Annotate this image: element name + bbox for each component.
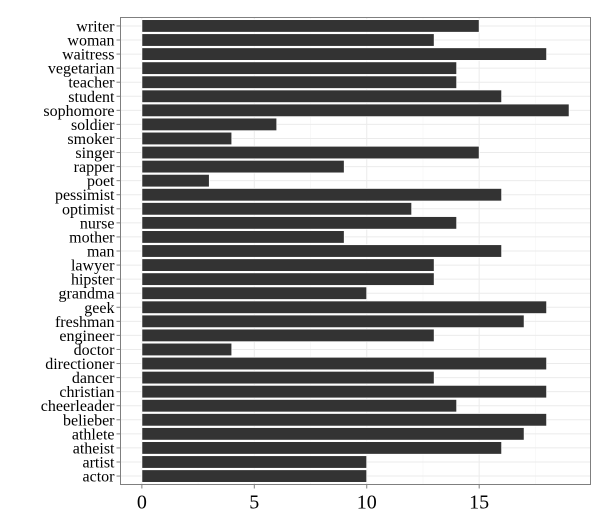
x-tick-label: 0	[137, 492, 147, 514]
y-tick-label: mother	[69, 229, 115, 246]
bar-cheerleader	[141, 398, 458, 413]
y-tick-label: actor	[83, 469, 116, 486]
bar-athlete	[141, 427, 525, 441]
y-tick-label: optimist	[62, 201, 115, 218]
y-tick-label: grandma	[59, 286, 115, 303]
bar-pessimist	[141, 188, 503, 202]
x-tick-label: 5	[249, 492, 259, 514]
y-tick-label: doctor	[74, 342, 116, 359]
bar-soldier	[141, 117, 278, 132]
y-tick-label: pessimist	[55, 187, 115, 204]
y-tick-label: christian	[59, 384, 114, 401]
y-tick-label: teacher	[68, 75, 115, 92]
bar-mother	[141, 230, 345, 244]
bar-artist	[141, 455, 368, 469]
bar-teacher	[141, 75, 458, 89]
bar-actor	[141, 469, 368, 483]
bar-grandma	[141, 286, 368, 300]
y-tick-label: rapper	[74, 159, 116, 176]
bar-sophomore	[141, 103, 570, 118]
y-tick-label: student	[68, 89, 115, 106]
y-tick-label: nurse	[80, 215, 115, 232]
bar-poet	[141, 173, 210, 188]
bar-dancer	[141, 370, 435, 385]
y-tick-label: singer	[75, 145, 115, 162]
bar-atheist	[141, 441, 503, 455]
bar-writer	[141, 19, 480, 33]
bar-doctor	[141, 342, 233, 357]
bar-woman	[141, 33, 435, 47]
bar-student	[141, 89, 503, 104]
bar-lawyer	[141, 258, 435, 272]
bar-christian	[141, 384, 548, 399]
bar-directioner	[141, 356, 548, 371]
bar-geek	[141, 300, 548, 314]
y-tick-label: engineer	[59, 328, 115, 345]
y-tick-label: writer	[76, 18, 115, 35]
bar-freshman	[141, 314, 525, 329]
y-tick-label: artist	[83, 454, 116, 471]
bar-smoker	[141, 131, 233, 146]
y-tick-label: waitress	[62, 47, 114, 64]
y-tick-label: soldier	[71, 117, 115, 134]
y-tick-label: poet	[87, 173, 115, 190]
y-tick-label: smoker	[67, 131, 115, 148]
bars	[141, 19, 570, 483]
bar-vegetarian	[141, 61, 458, 75]
bar-singer	[141, 145, 480, 160]
y-tick-label: vegetarian	[48, 61, 115, 78]
y-tick-label: cheerleader	[41, 398, 115, 415]
bar-optimist	[141, 202, 413, 216]
y-tick-label: belieber	[63, 412, 115, 429]
y-tick-label: freshman	[55, 314, 115, 331]
y-tick-label: dancer	[72, 370, 115, 387]
x-tick-label: 10	[357, 492, 377, 514]
bar-belieber	[141, 413, 548, 427]
x-tick-label: 15	[469, 492, 489, 514]
bar-rapper	[141, 159, 345, 174]
bar-engineer	[141, 328, 435, 343]
bar-nurse	[141, 216, 458, 230]
y-tick-label: hipster	[71, 272, 115, 289]
y-tick-label: directioner	[45, 356, 115, 373]
y-axis: writerwomanwaitressvegetarianteacherstud…	[41, 18, 121, 486]
y-tick-label: geek	[84, 300, 114, 317]
x-axis: 0 5 10 15	[137, 484, 489, 514]
bar-waitress	[141, 47, 548, 61]
bar-hipster	[141, 272, 435, 286]
y-tick-label: lawyer	[71, 258, 115, 275]
y-tick-label: sophomore	[43, 103, 114, 120]
y-tick-label: man	[87, 244, 115, 261]
y-tick-label: woman	[67, 33, 114, 50]
y-tick-label: athlete	[72, 426, 115, 443]
bar-man	[141, 244, 503, 258]
y-tick-label: atheist	[73, 440, 115, 457]
